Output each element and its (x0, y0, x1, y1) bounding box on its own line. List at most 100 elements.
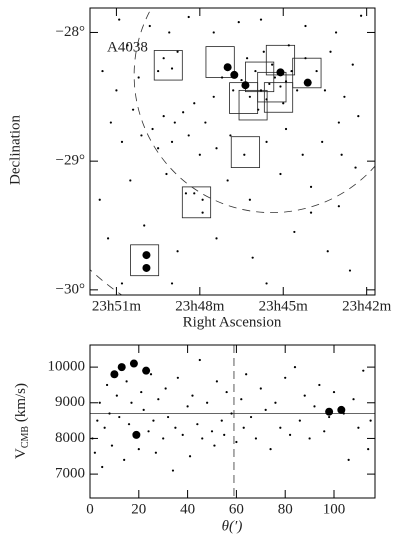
point (127, 423, 131, 426)
point (332, 390, 336, 394)
big-point (117, 363, 126, 372)
point (245, 373, 248, 376)
point (318, 383, 321, 387)
point (187, 134, 190, 137)
point (340, 153, 343, 156)
point (196, 423, 199, 426)
big-point (276, 68, 285, 77)
point (220, 419, 223, 422)
point (357, 426, 360, 429)
y-axis-label: VCMB (km/s) (13, 383, 31, 459)
big-point (337, 405, 346, 414)
point (367, 448, 370, 451)
y-tick-label: 9000 (55, 394, 85, 410)
point (279, 85, 282, 88)
field-box (263, 82, 294, 113)
field-box (257, 71, 287, 103)
big-point (325, 407, 334, 416)
point (152, 419, 155, 422)
x-tick-label: 20 (131, 501, 146, 517)
point (337, 121, 340, 124)
point (215, 147, 218, 150)
point (140, 134, 143, 137)
point (321, 140, 324, 143)
point (313, 405, 316, 408)
point (282, 102, 285, 105)
point (348, 269, 352, 272)
point (91, 437, 94, 440)
y-tick-label: 8000 (55, 430, 85, 446)
big-point (230, 70, 239, 79)
field-box (205, 46, 235, 78)
label-main: V (13, 448, 29, 459)
point (118, 415, 121, 419)
point (309, 211, 313, 214)
point (151, 127, 154, 131)
point (230, 412, 233, 415)
point (176, 250, 179, 253)
point (157, 398, 160, 401)
point (162, 437, 165, 440)
point (225, 390, 228, 394)
point (271, 63, 274, 66)
x-axis-label: Right Ascension (183, 314, 282, 330)
point (182, 111, 185, 114)
big-point (303, 78, 312, 87)
point (147, 430, 150, 433)
y-tick-label: −30° (56, 281, 85, 297)
point (137, 76, 140, 79)
point (235, 440, 238, 444)
point (96, 419, 99, 422)
point (101, 69, 104, 73)
point (229, 134, 232, 137)
point (165, 172, 168, 176)
point (187, 15, 190, 19)
big-point (132, 430, 141, 439)
label-unit: (km/s) (13, 383, 29, 426)
x-axis-label: θ(′) (222, 518, 243, 534)
y-tick-label: 10000 (48, 359, 86, 375)
point (109, 121, 112, 124)
point (337, 205, 340, 208)
point (343, 95, 346, 98)
point (259, 18, 263, 21)
point (242, 426, 245, 429)
point (237, 21, 240, 24)
point (240, 398, 243, 401)
x-tick-label: 23h42m (342, 298, 392, 314)
plot-frame (89, 7, 376, 296)
point (198, 153, 201, 156)
point (257, 108, 260, 111)
field-box (292, 57, 322, 89)
field-box (238, 89, 268, 121)
field-box (130, 244, 160, 277)
point (251, 256, 254, 259)
point (164, 387, 167, 390)
point (287, 44, 290, 47)
point (248, 198, 251, 201)
point (149, 373, 153, 376)
y-tick-label: 7000 (55, 466, 85, 482)
point (304, 57, 307, 60)
x-tick-label: 23h45m (259, 298, 309, 314)
point (174, 426, 177, 429)
point (140, 390, 143, 394)
field-box (181, 186, 212, 219)
point (154, 451, 157, 454)
point (210, 430, 214, 433)
point (142, 408, 145, 412)
point (303, 394, 306, 397)
point (201, 211, 204, 214)
point (296, 89, 299, 92)
x-tick-label: 0 (86, 501, 94, 517)
point (193, 102, 196, 105)
point (232, 89, 235, 92)
point (243, 153, 246, 156)
point (268, 82, 271, 86)
field-box (245, 61, 275, 93)
point (354, 166, 357, 169)
point (223, 433, 226, 436)
big-point (110, 370, 119, 379)
point (265, 98, 268, 101)
point (259, 89, 263, 92)
